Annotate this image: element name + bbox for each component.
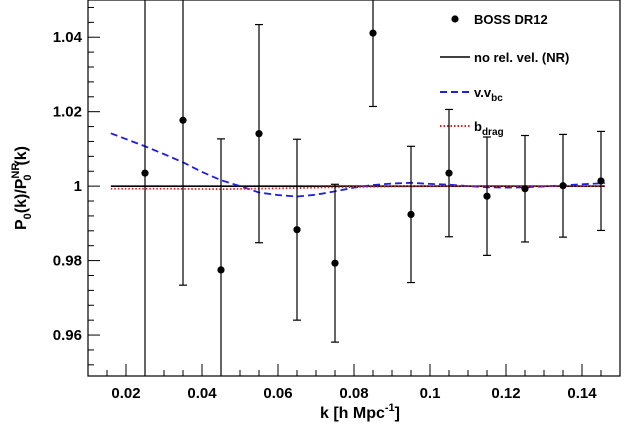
x-axis-title-exponent: -1: [385, 402, 395, 414]
legend-label-boss-dr12: BOSS DR12: [474, 12, 548, 27]
series-line-v-v-bc: [110, 132, 605, 198]
plot-area: [110, 0, 605, 376]
data-point: [559, 182, 567, 190]
y-axis-title: P0(k)/PNR0(k): [10, 146, 34, 230]
axes: 0.02 0.04 0.06 0.08 0.1 0.12 0.14 0.96 0.98 1 1.02…: [53, 6, 621, 402]
legend-item-no-rel-vel: no rel. vel. (NR): [440, 50, 569, 65]
y-tick-label: 1: [74, 178, 82, 195]
x-tick-label: 0.08: [339, 385, 368, 402]
legend-label-no-rel-vel: no rel. vel. (NR): [474, 50, 569, 65]
legend-label-b-drag: bdrag: [474, 119, 504, 138]
y-tick-label: 1.02: [53, 104, 82, 121]
legend: BOSS DR12 no rel. vel. (NR) v.vbc bdrag: [440, 12, 569, 138]
x-tick-label: 0.12: [491, 385, 520, 402]
data-point: [255, 130, 263, 138]
data-point: [217, 266, 225, 274]
x-tick-label: 0.1: [420, 385, 441, 402]
data-point: [407, 210, 415, 219]
x-axis-title: k [h Mpc-1]: [320, 402, 400, 422]
data-point: [369, 29, 377, 37]
y-tick-label: 0.96: [53, 327, 82, 344]
x-tick-label: 0.04: [187, 385, 217, 402]
data-point: [521, 185, 529, 193]
x-tick-label: 0.06: [263, 385, 292, 402]
data-point: [293, 226, 301, 234]
legend-marker-boss-dr12: [451, 15, 459, 23]
data-point: [141, 169, 149, 177]
data-point: [597, 177, 605, 185]
y-tick-label: 1.04: [53, 29, 83, 46]
data-point: [179, 116, 187, 124]
legend-item-boss-dr12: BOSS DR12: [451, 12, 548, 27]
x-tick-label: 0.14: [567, 385, 597, 402]
legend-item-v-vbc: v.vbc: [440, 85, 503, 104]
data-point: [445, 169, 453, 177]
data-point: [483, 192, 491, 200]
y-tick-label: 0.98: [53, 253, 82, 270]
legend-label-v-vbc: v.vbc: [474, 85, 503, 104]
series-line-b-drag: [110, 185, 605, 191]
data-point: [331, 259, 339, 267]
x-tick-label: 0.02: [111, 385, 140, 402]
